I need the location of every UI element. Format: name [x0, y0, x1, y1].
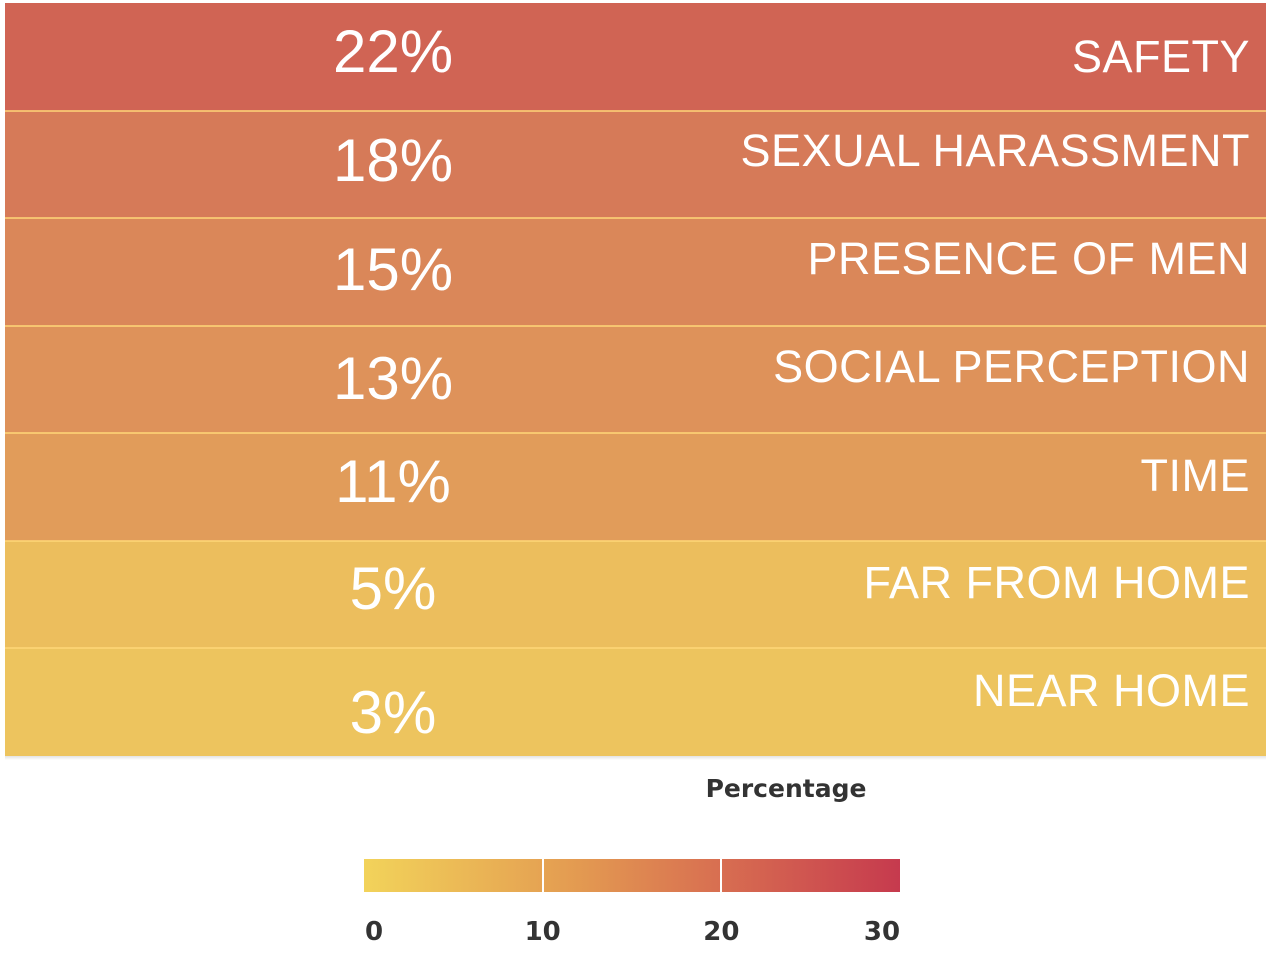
- heatmap: 22% SAFETY 18% SEXUAL HARASSMENT 15% PRESENCE…: [5, 3, 1266, 756]
- category-label: TIME: [1140, 450, 1250, 501]
- category-label: FAR FROM HOME: [863, 557, 1250, 608]
- cell-value-label: 13%: [332, 345, 454, 412]
- cell-separator: [5, 325, 1266, 327]
- category-label: SOCIAL PERCEPTION: [773, 341, 1250, 392]
- cell-separator: [5, 217, 1266, 219]
- heatmap-cell: [5, 541, 1266, 648]
- heatmap-cell: [5, 3, 1266, 111]
- heatmap-cell: [5, 218, 1266, 326]
- chart-bottom-shadow: [5, 756, 1266, 760]
- legend-title: Percentage: [705, 774, 867, 803]
- cell-separator: [5, 432, 1266, 434]
- category-label: NEAR HOME: [972, 665, 1250, 716]
- legend-tick-label: 30: [863, 917, 901, 947]
- cell-value-label: 3%: [349, 679, 437, 746]
- cell-value-label: 18%: [332, 127, 454, 194]
- legend-tick-line: [720, 859, 723, 892]
- legend-tick-label: 0: [364, 917, 384, 947]
- heatmap-cell: [5, 433, 1266, 541]
- cell-separator: [5, 540, 1266, 542]
- heatmap-cell: [5, 326, 1266, 433]
- heatmap-cell: [5, 648, 1266, 756]
- cell-value-label: 22%: [332, 18, 454, 85]
- cell-value-label: 11%: [335, 448, 451, 515]
- category-label: SAFETY: [1071, 31, 1250, 82]
- cell-separator: [5, 647, 1266, 649]
- cell-value-label: 5%: [349, 555, 437, 622]
- legend-tick-label: 20: [703, 917, 740, 947]
- category-label: PRESENCE OF MEN: [807, 233, 1250, 284]
- cell-separator: [5, 110, 1266, 112]
- cell-value-label: 15%: [332, 236, 454, 303]
- heatmap-cell: [5, 111, 1266, 218]
- legend-tick-label: 10: [524, 917, 561, 947]
- category-label: SEXUAL HARASSMENT: [740, 125, 1250, 176]
- legend-color-bar: [364, 859, 900, 892]
- legend-tick-line: [541, 859, 544, 892]
